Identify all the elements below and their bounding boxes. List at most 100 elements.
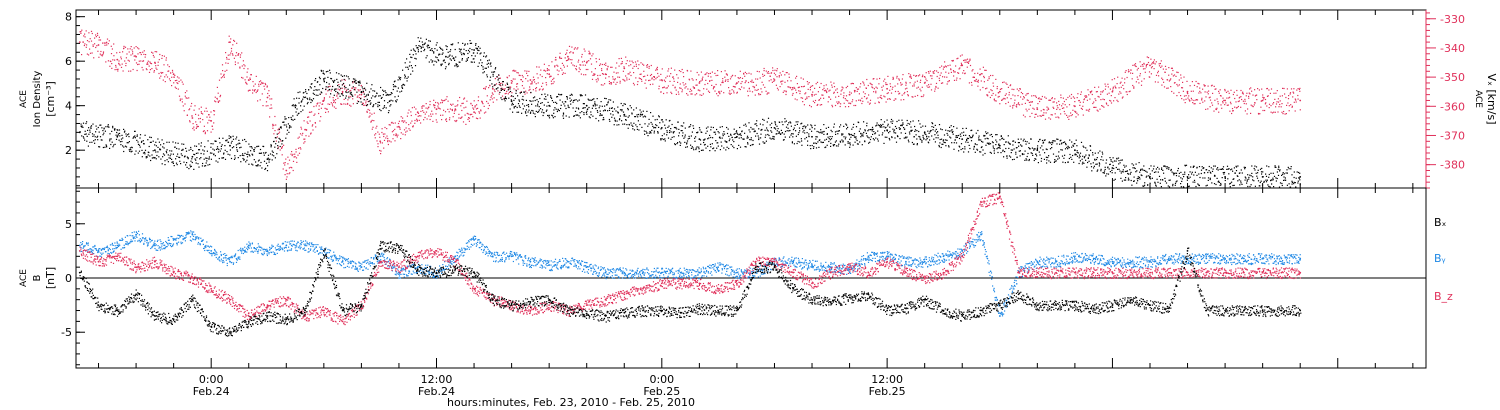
velocity-series-sample xyxy=(498,83,500,85)
density-series-sample xyxy=(778,132,780,134)
velocity-series-sample xyxy=(249,78,251,80)
density-series-sample xyxy=(632,128,634,130)
velocity-series-sample xyxy=(138,48,140,50)
density-series-sample xyxy=(296,114,298,116)
density-series-sample xyxy=(90,127,92,129)
velocity-series-sample xyxy=(891,88,893,90)
velocity-series-sample xyxy=(1268,107,1270,109)
velocity-series-sample xyxy=(414,122,416,124)
velocity-series-sample xyxy=(1263,98,1265,100)
density-series-sample xyxy=(498,74,500,76)
velocity-series-sample xyxy=(1005,82,1007,84)
density-series-sample xyxy=(556,110,558,113)
velocity-series-sample xyxy=(97,34,99,36)
density-series-sample xyxy=(219,142,221,144)
velocity-series-sample xyxy=(881,89,883,91)
density-series-sample xyxy=(608,99,610,101)
velocity-series-sample xyxy=(1048,99,1050,101)
velocity-series-sample xyxy=(1289,93,1291,95)
density-series-sample xyxy=(644,133,646,135)
velocity-series-sample xyxy=(305,129,308,131)
density-series-sample xyxy=(618,119,621,121)
velocity-series-sample xyxy=(127,48,129,50)
velocity-series-sample xyxy=(281,154,283,156)
velocity-series-sample xyxy=(96,45,98,47)
density-series-sample xyxy=(412,54,414,56)
density-series-sample xyxy=(547,94,549,96)
density-series-sample xyxy=(696,132,698,134)
velocity-series-sample xyxy=(694,94,696,96)
velocity-series-sample xyxy=(1229,110,1231,112)
velocity-series-sample xyxy=(1176,95,1178,97)
density-series-sample xyxy=(594,103,596,105)
velocity-series-sample xyxy=(366,110,368,112)
density-series-sample xyxy=(898,119,900,121)
density-series-sample xyxy=(805,136,808,139)
velocity-series-sample xyxy=(588,60,590,62)
density-series-sample xyxy=(992,147,994,149)
velocity-series-sample xyxy=(1057,107,1059,109)
velocity-series-sample xyxy=(191,115,193,117)
velocity-series-sample xyxy=(1074,101,1076,103)
density-series-sample xyxy=(198,166,200,168)
velocity-series-sample xyxy=(253,85,255,87)
density-series-sample xyxy=(173,165,175,167)
density-series-sample xyxy=(776,133,778,135)
density-series-sample xyxy=(767,130,769,132)
velocity-series-sample xyxy=(1026,110,1028,112)
velocity-series-sample xyxy=(384,133,386,135)
velocity-series-sample xyxy=(409,129,411,131)
velocity-series-sample xyxy=(222,70,224,72)
velocity-series-sample xyxy=(1192,90,1194,92)
velocity-series-sample xyxy=(1204,85,1206,87)
velocity-series-sample xyxy=(287,163,289,165)
density-series-sample xyxy=(972,135,974,137)
velocity-series-sample xyxy=(207,122,209,124)
velocity-series-sample xyxy=(151,68,153,70)
velocity-series-sample xyxy=(1204,91,1206,93)
velocity-series-sample xyxy=(416,118,418,120)
density-series-sample xyxy=(204,146,206,148)
velocity-series-sample xyxy=(454,105,456,107)
density-series-sample xyxy=(842,141,844,143)
density-series-sample xyxy=(159,148,161,150)
density-series-sample xyxy=(431,61,433,63)
velocity-series-sample xyxy=(405,122,407,124)
velocity-series-sample xyxy=(1256,99,1258,101)
velocity-series-sample xyxy=(1188,99,1190,101)
density-series-sample xyxy=(282,140,284,142)
velocity-series-sample xyxy=(1202,101,1204,103)
density-series-sample xyxy=(439,46,441,48)
velocity-series-sample xyxy=(1297,88,1299,90)
velocity-series-sample xyxy=(890,85,892,88)
density-series-sample xyxy=(735,136,737,138)
density-series-sample xyxy=(756,120,758,122)
density-series-sample xyxy=(726,126,728,129)
velocity-series-sample xyxy=(214,96,216,98)
velocity-series-sample xyxy=(458,117,460,119)
density-series-sample xyxy=(367,93,369,95)
velocity-series-sample xyxy=(767,92,769,94)
y-label-line-2: [cm⁻³] xyxy=(44,81,57,117)
velocity-series-sample xyxy=(1110,102,1113,104)
density-series-sample xyxy=(246,153,248,155)
density-series-sample xyxy=(931,122,933,124)
density-series-sample xyxy=(489,76,492,78)
velocity-series-sample xyxy=(642,76,645,78)
density-series-sample xyxy=(200,145,202,147)
density-series-sample xyxy=(541,109,544,111)
velocity-series-sample xyxy=(132,53,134,55)
density-series-sample xyxy=(394,80,396,82)
velocity-series-sample xyxy=(915,75,917,77)
density-series-sample xyxy=(185,150,188,152)
velocity-series-sample xyxy=(232,54,234,56)
velocity-series-sample xyxy=(326,108,328,110)
velocity-series-sample xyxy=(1016,106,1018,108)
density-series-sample xyxy=(432,60,434,62)
velocity-series-sample xyxy=(1043,114,1045,116)
velocity-series-sample xyxy=(810,106,812,108)
density-series-sample xyxy=(522,108,524,110)
velocity-series-sample xyxy=(807,83,809,85)
velocity-series-sample xyxy=(351,87,353,89)
